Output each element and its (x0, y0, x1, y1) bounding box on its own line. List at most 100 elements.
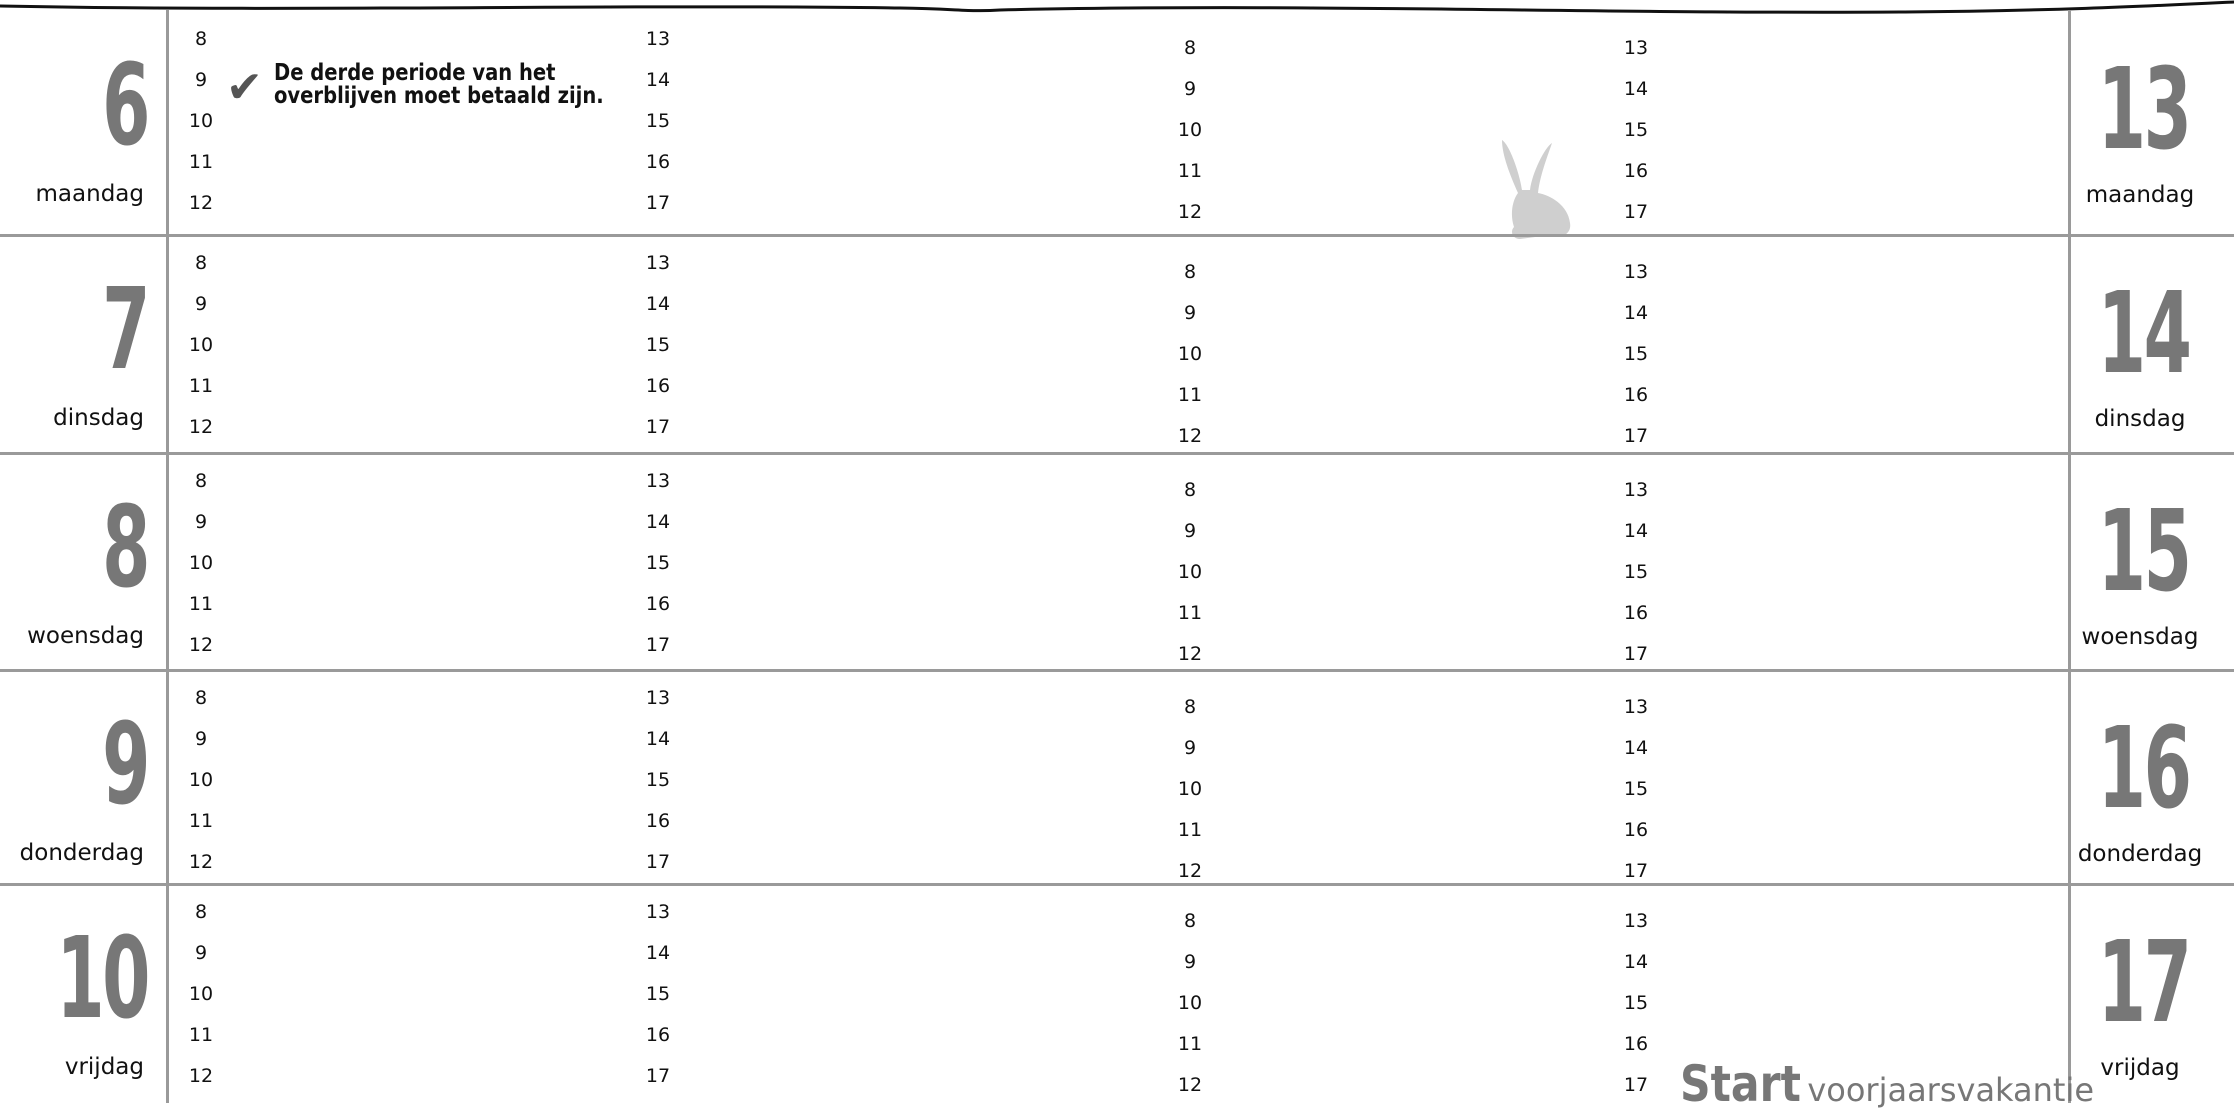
note-line: overblijven moet betaald zijn. (274, 83, 604, 109)
hour-label: 12 (1177, 643, 1203, 665)
hour-label: 16 (1623, 384, 1649, 406)
hour-label: 16 (645, 1024, 671, 1046)
hour-label: 17 (1623, 643, 1649, 665)
hour-label: 13 (645, 28, 671, 50)
row-divider (0, 669, 2234, 672)
hour-label: 10 (188, 334, 214, 356)
row-divider (0, 234, 2234, 237)
day-number: 8 (102, 483, 150, 613)
hour-label: 10 (188, 552, 214, 574)
row-divider (0, 883, 2234, 886)
hour-label: 8 (1183, 261, 1197, 283)
hour-label: 10 (188, 983, 214, 1005)
rabbit-icon (1502, 140, 1571, 239)
hour-label: 12 (188, 192, 214, 214)
hour-label: 12 (188, 851, 214, 873)
hour-label: 16 (645, 151, 671, 173)
hour-label: 10 (1177, 119, 1203, 141)
hour-label: 15 (1623, 992, 1649, 1014)
hour-label: 14 (645, 69, 671, 91)
hour-label: 10 (1177, 778, 1203, 800)
top-edge (0, 0, 2234, 14)
hour-label: 16 (645, 375, 671, 397)
day-number: 14 (2097, 269, 2192, 399)
hour-label: 8 (194, 28, 208, 50)
hour-label: 12 (1177, 860, 1203, 882)
day-name: vrijdag (64, 1054, 144, 1080)
hour-label: 13 (1623, 37, 1649, 59)
hour-label: 15 (645, 769, 671, 791)
day-name: donderdag (2077, 841, 2203, 867)
hour-label: 11 (1177, 160, 1203, 182)
hour-label: 16 (1623, 1033, 1649, 1055)
banner-text: voorjaarsvakantie (1807, 1071, 2095, 1109)
hour-label: 10 (1177, 343, 1203, 365)
hour-label: 12 (188, 416, 214, 438)
hour-label: 17 (645, 192, 671, 214)
hour-label: 17 (1623, 201, 1649, 223)
hour-label: 17 (645, 634, 671, 656)
hour-label: 15 (645, 983, 671, 1005)
hour-label: 14 (645, 942, 671, 964)
hour-label: 10 (1177, 561, 1203, 583)
column-divider (166, 10, 169, 1103)
hour-label: 11 (1177, 384, 1203, 406)
hour-label: 8 (194, 901, 208, 923)
hour-label: 10 (188, 769, 214, 791)
hour-label: 9 (194, 293, 208, 315)
hour-label: 15 (1623, 343, 1649, 365)
note: De derde periode van het overblijven moe… (274, 62, 604, 108)
hour-label: 16 (1623, 160, 1649, 182)
day-number: 15 (2097, 487, 2192, 617)
hour-label: 16 (1623, 819, 1649, 841)
vacation-banner: Start voorjaarsvakantie (1680, 1055, 2094, 1113)
hour-label: 11 (188, 1024, 214, 1046)
hour-label: 15 (645, 334, 671, 356)
day-number: 17 (2097, 918, 2192, 1048)
day-number: 10 (56, 914, 150, 1044)
hour-label: 14 (1623, 737, 1649, 759)
day-name: maandag (2085, 182, 2195, 208)
hour-label: 9 (1183, 78, 1197, 100)
day-number: 16 (2097, 704, 2192, 834)
hour-label: 8 (1183, 910, 1197, 932)
hour-label: 13 (1623, 261, 1649, 283)
hour-label: 17 (645, 416, 671, 438)
hour-label: 14 (1623, 302, 1649, 324)
day-name: vrijdag (2100, 1055, 2180, 1081)
day-name: woensdag (27, 623, 144, 649)
hour-label: 9 (194, 728, 208, 750)
banner-strong: Start (1680, 1055, 1801, 1113)
row-divider (0, 452, 2234, 455)
hour-label: 11 (188, 375, 214, 397)
hour-label: 16 (645, 593, 671, 615)
hour-label: 14 (1623, 78, 1649, 100)
day-number: 9 (102, 700, 150, 830)
hour-label: 15 (645, 552, 671, 574)
day-name: donderdag (19, 840, 144, 866)
hour-label: 9 (194, 942, 208, 964)
hour-label: 8 (194, 687, 208, 709)
hour-label: 10 (1177, 992, 1203, 1014)
hour-label: 15 (1623, 778, 1649, 800)
hour-label: 14 (1623, 951, 1649, 973)
hour-label: 10 (188, 110, 214, 132)
hour-label: 9 (1183, 951, 1197, 973)
hour-label: 15 (1623, 119, 1649, 141)
hour-label: 17 (1623, 1074, 1649, 1096)
hour-label: 11 (188, 151, 214, 173)
hour-label: 12 (1177, 425, 1203, 447)
hour-label: 8 (194, 470, 208, 492)
hour-label: 8 (194, 252, 208, 274)
hour-label: 14 (645, 293, 671, 315)
hour-label: 11 (188, 810, 214, 832)
hour-label: 17 (645, 1065, 671, 1087)
hour-label: 16 (1623, 602, 1649, 624)
hour-label: 9 (194, 69, 208, 91)
hour-label: 13 (645, 252, 671, 274)
hour-label: 12 (188, 1065, 214, 1087)
hour-label: 9 (1183, 520, 1197, 542)
day-name: dinsdag (53, 405, 144, 431)
hour-label: 11 (1177, 1033, 1203, 1055)
